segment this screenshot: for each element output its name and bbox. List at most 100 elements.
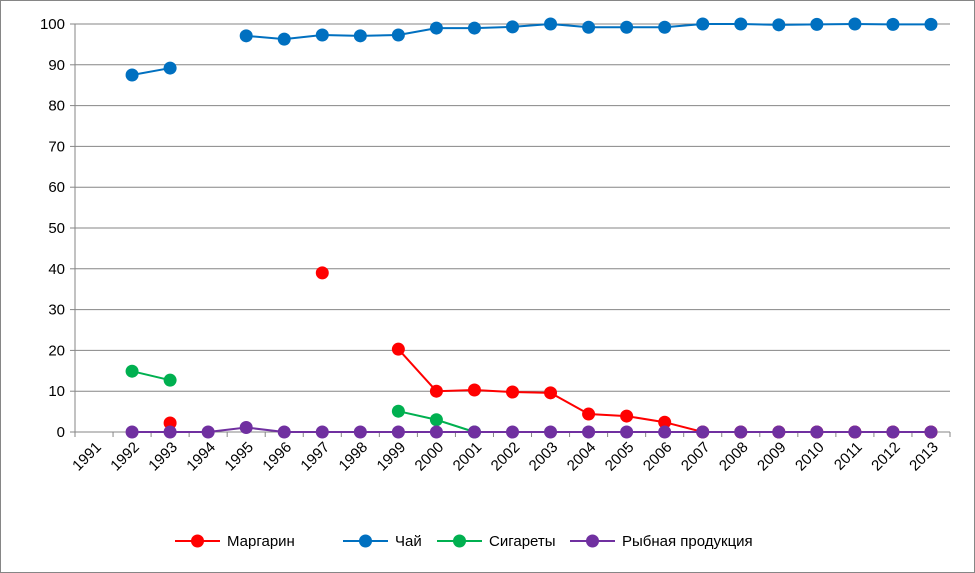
data-point xyxy=(810,425,824,439)
x-tick-label: 2009 xyxy=(754,439,790,475)
y-tick-label: 70 xyxy=(48,138,65,155)
data-point xyxy=(353,29,367,43)
x-tick-label: 1996 xyxy=(259,439,295,475)
x-tick-label: 2008 xyxy=(716,439,752,475)
x-tick-label: 2005 xyxy=(602,439,638,475)
data-point xyxy=(924,17,938,31)
data-point xyxy=(429,413,443,427)
data-point xyxy=(277,32,291,46)
data-point xyxy=(696,425,710,439)
data-point xyxy=(772,425,786,439)
data-point xyxy=(544,386,558,400)
series-line xyxy=(131,370,171,382)
data-point xyxy=(582,425,596,439)
data-point xyxy=(201,425,215,439)
y-tick-label: 60 xyxy=(48,179,65,196)
x-tick-label: 1994 xyxy=(183,439,219,475)
x-tick-label: 1997 xyxy=(297,439,333,475)
data-point xyxy=(315,28,329,42)
data-point xyxy=(315,266,329,280)
data-point xyxy=(391,404,405,418)
legend-marker xyxy=(359,534,372,548)
x-tick-label: 1993 xyxy=(145,439,181,475)
legend-marker xyxy=(586,534,599,548)
data-point xyxy=(582,20,596,34)
data-point xyxy=(163,61,177,75)
legend-marker xyxy=(191,534,204,548)
y-tick-label: 10 xyxy=(48,383,65,400)
data-point xyxy=(467,425,481,439)
data-point xyxy=(734,425,748,439)
data-point xyxy=(506,385,519,399)
y-tick-label: 0 xyxy=(57,424,65,441)
data-point xyxy=(467,21,481,35)
x-tick-label: 2011 xyxy=(831,439,866,474)
data-point xyxy=(391,425,405,439)
x-tick-label: 1998 xyxy=(336,439,372,475)
legend-label: Сигареты xyxy=(489,533,556,550)
x-tick-label: 2003 xyxy=(526,439,562,475)
data-point xyxy=(696,17,710,31)
data-point xyxy=(467,383,481,397)
data-point xyxy=(125,68,139,82)
data-point xyxy=(924,425,938,439)
legend-label: Маргарин xyxy=(227,533,295,550)
data-point xyxy=(163,373,177,387)
data-point xyxy=(163,425,177,439)
y-tick-label: 30 xyxy=(48,302,65,319)
data-point xyxy=(582,407,596,421)
data-point xyxy=(810,17,824,31)
x-tick-label: 1992 xyxy=(107,439,143,475)
series-line xyxy=(132,426,931,433)
data-point xyxy=(429,425,443,439)
data-point xyxy=(848,425,862,439)
x-tick-label: 2004 xyxy=(564,439,600,475)
data-point xyxy=(391,28,405,42)
x-tick-label: 1999 xyxy=(374,439,410,475)
x-tick-label: 2010 xyxy=(792,439,828,475)
x-tick-label: 2002 xyxy=(488,439,524,475)
data-point xyxy=(315,425,329,439)
legend-marker xyxy=(453,534,466,548)
data-point xyxy=(125,425,139,439)
data-point xyxy=(620,20,634,34)
data-point xyxy=(620,409,634,423)
x-tick-label: 2013 xyxy=(906,439,942,475)
data-point xyxy=(658,425,672,439)
x-tick-label: 1991 xyxy=(69,439,105,475)
data-point xyxy=(544,17,558,31)
data-point xyxy=(772,18,786,32)
data-point xyxy=(239,29,253,43)
data-point xyxy=(277,425,291,439)
data-point xyxy=(734,17,748,31)
data-point xyxy=(848,17,862,31)
y-tick-label: 20 xyxy=(48,342,65,359)
data-point xyxy=(886,17,900,31)
y-tick-label: 50 xyxy=(48,220,65,237)
data-point xyxy=(239,421,253,435)
data-point xyxy=(125,364,139,378)
y-tick-label: 80 xyxy=(48,98,65,115)
data-point xyxy=(429,21,443,35)
y-tick-label: 100 xyxy=(40,16,65,33)
x-tick-label: 2000 xyxy=(412,439,448,475)
data-point xyxy=(429,384,443,398)
legend-label: Чай xyxy=(395,533,422,550)
y-tick-label: 40 xyxy=(48,261,65,278)
data-point xyxy=(506,425,519,439)
data-point xyxy=(620,425,634,439)
data-point xyxy=(886,425,900,439)
x-tick-label: 2012 xyxy=(868,439,904,475)
data-point xyxy=(658,20,672,34)
x-tick-label: 2006 xyxy=(640,439,676,475)
data-point xyxy=(544,425,558,439)
data-point xyxy=(658,415,672,429)
data-point xyxy=(353,425,367,439)
x-tick-label: 1995 xyxy=(221,439,257,475)
x-tick-label: 2001 xyxy=(450,439,486,475)
data-point xyxy=(391,342,405,356)
x-tick-label: 2007 xyxy=(678,439,714,475)
y-tick-label: 90 xyxy=(48,57,65,74)
